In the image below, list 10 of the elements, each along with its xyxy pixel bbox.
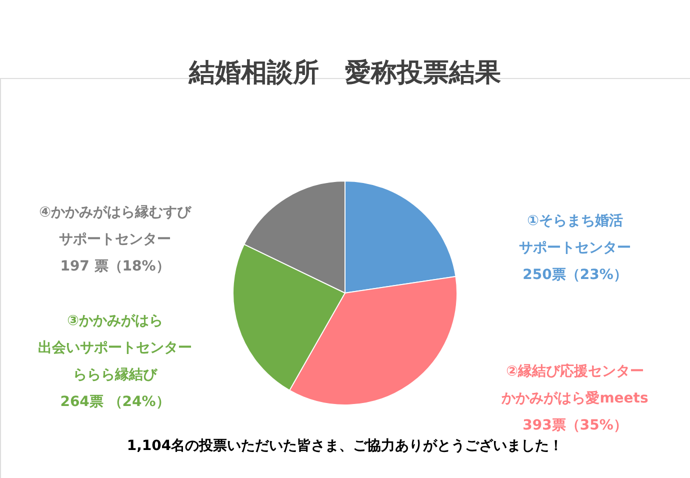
chart-title: 結婚相談所 愛称投票結果: [188, 58, 501, 88]
data-label: 264票 （24%）: [60, 394, 170, 410]
data-label: 393票（35%）: [522, 417, 628, 434]
text: 1,104名の投票いただいた皆さま、ご協力ありがとうございました！: [126, 438, 564, 454]
slice-label: ③かかみがはら出会いサポートセンターららら縁結び: [38, 313, 192, 384]
data-label: 250票（23%）: [522, 267, 628, 284]
data-label: 197 票（18%）: [60, 258, 170, 275]
slice-label: ④かかみがはら縁むすびサポートセンター: [39, 204, 192, 248]
slice-label: ②縁結び応援センターかかみがはら愛meets: [500, 362, 648, 406]
slice-label: ①そらまち婚活サポートセンター: [519, 213, 631, 256]
